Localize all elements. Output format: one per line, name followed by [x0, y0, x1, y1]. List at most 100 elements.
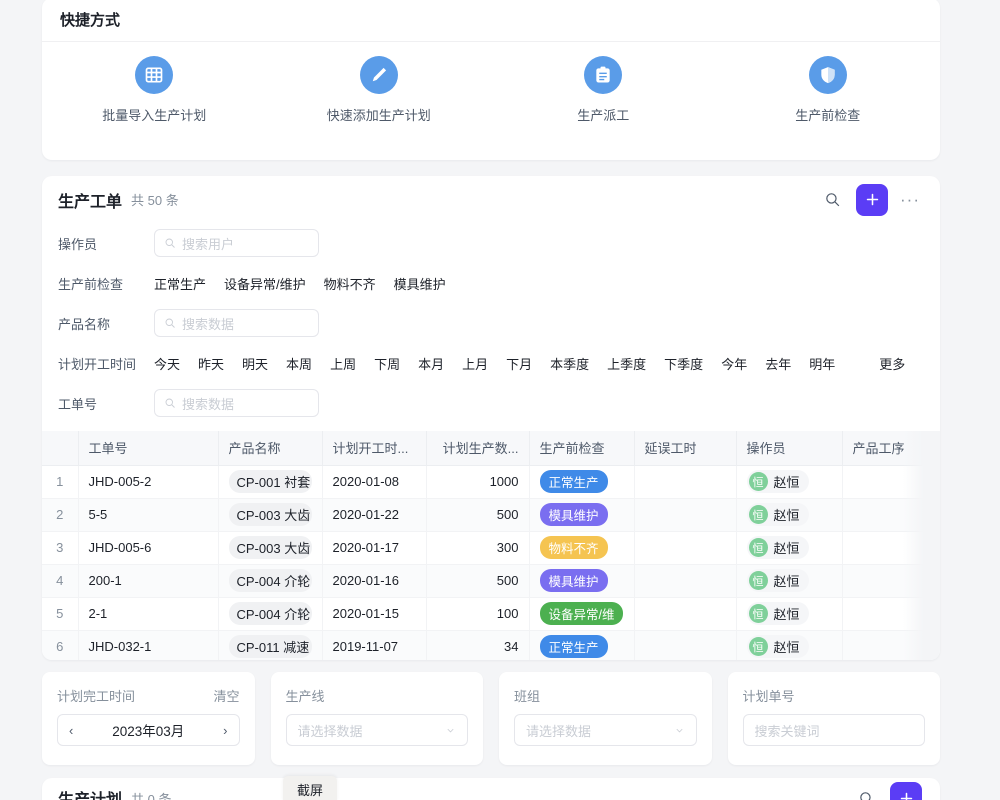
date-tag[interactable]: 明年 [809, 356, 836, 372]
add-work-order-button[interactable] [856, 183, 889, 216]
table-row[interactable]: 2 5-5 CP-003 大齿 2020-01-22 500 模具维护 恒赵恒 [42, 498, 940, 532]
shortcut-quick-add[interactable]: 快速添加生产计划 [267, 56, 492, 124]
column-header-index[interactable] [42, 431, 79, 466]
product-pill[interactable]: CP-011 减速 [228, 635, 312, 658]
date-tag[interactable]: 上月 [462, 356, 489, 372]
product-pill[interactable]: CP-003 大齿 [228, 536, 312, 559]
cell-wo-no[interactable]: JHD-032-1 [78, 630, 219, 660]
table-row[interactable]: 5 2-1 CP-004 介轮 2020-01-15 100 设备异常/维 恒赵恒 [42, 597, 940, 631]
filter-label-start-time: 计划开工时间 [58, 356, 137, 372]
chevron-down-icon [675, 728, 683, 732]
cell-delay [634, 531, 737, 565]
precheck-tag[interactable]: 物料不齐 [323, 276, 376, 292]
add-production-plan-button[interactable] [890, 782, 922, 800]
date-tag[interactable]: 今年 [721, 356, 748, 372]
cell-wo-no[interactable]: 2-1 [78, 597, 219, 631]
filter-finish-time: 计划完工时间 清空 ‹ 2023年03月 › [42, 672, 255, 765]
product-pill[interactable]: CP-001 衬套 [228, 470, 312, 493]
column-header-product[interactable]: 产品名称 [218, 431, 323, 466]
production-line-select[interactable]: 请选择数据 [285, 714, 468, 746]
product-pill[interactable]: CP-004 介轮 [228, 602, 312, 625]
operator-chip[interactable]: 恒赵恒 [746, 536, 809, 559]
shortcut-dispatch[interactable]: 生产派工 [491, 56, 716, 124]
filter-row-operator: 操作员 搜索用户 [42, 223, 940, 263]
status-badge[interactable]: 模具维护 [539, 503, 608, 526]
search-icon[interactable] [852, 784, 880, 800]
date-tag[interactable]: 去年 [765, 356, 792, 372]
date-tag[interactable]: 上季度 [607, 356, 647, 372]
operator-name: 赵恒 [773, 574, 800, 589]
operator-chip[interactable]: 恒赵恒 [746, 602, 809, 625]
product-search-input[interactable]: 搜索数据 [154, 309, 319, 337]
operator-search-input[interactable]: 搜索用户 [154, 229, 319, 257]
status-badge[interactable]: 正常生产 [539, 635, 608, 658]
plan-no-input[interactable]: 搜索关键词 [742, 714, 925, 746]
table-row[interactable]: 1 JHD-005-2 CP-001 衬套 2020-01-08 1000 正常生产 恒赵恒 [42, 465, 940, 499]
next-month-button[interactable]: › [223, 722, 228, 738]
column-header-precheck[interactable]: 生产前检查 [529, 431, 635, 466]
screenshot-button[interactable]: 截屏 [283, 776, 337, 800]
status-badge[interactable]: 设备异常/维 [539, 602, 624, 625]
cell-process [842, 531, 940, 565]
table-row[interactable]: 3 JHD-005-6 CP-003 大齿 2020-01-17 300 物料不齐 恒赵恒 [42, 531, 940, 565]
precheck-tag[interactable]: 正常生产 [154, 276, 207, 292]
operator-chip[interactable]: 恒赵恒 [746, 503, 809, 526]
precheck-tag[interactable]: 设备异常/维护 [224, 276, 306, 292]
row-index: 5 [42, 597, 79, 631]
work-order-table-wrapper[interactable]: 工单号 产品名称 计划开工时... 计划生产数... 生产前检查 延误工时 操作… [42, 431, 940, 660]
cell-wo-no[interactable]: JHD-005-6 [78, 531, 219, 565]
shortcut-label: 批量导入生产计划 [102, 108, 207, 123]
filter-label-precheck: 生产前检查 [58, 276, 124, 292]
operator-chip[interactable]: 恒赵恒 [746, 470, 809, 493]
operator-chip[interactable]: 恒赵恒 [746, 569, 809, 592]
column-header-start[interactable]: 计划开工时... [322, 431, 427, 466]
table-row[interactable]: 4 200-1 CP-004 介轮 2020-01-16 500 模具维护 恒赵恒 [42, 564, 940, 598]
date-tag[interactable]: 下季度 [664, 356, 704, 372]
date-tag[interactable]: 本周 [286, 356, 313, 372]
shortcut-batch-import[interactable]: 批量导入生产计划 [42, 56, 267, 124]
cell-precheck: 模具维护 [529, 564, 635, 598]
date-tag[interactable]: 下月 [506, 356, 533, 372]
month-value: 2023年03月 [112, 724, 185, 739]
cell-wo-no[interactable]: 5-5 [78, 498, 219, 532]
cell-wo-no[interactable]: 200-1 [78, 564, 219, 598]
column-header-qty[interactable]: 计划生产数... [426, 431, 530, 466]
work-order-table: 工单号 产品名称 计划开工时... 计划生产数... 生产前检查 延误工时 操作… [42, 431, 940, 660]
column-header-wo-no[interactable]: 工单号 [78, 431, 219, 466]
clear-button[interactable]: 清空 [213, 688, 240, 704]
status-badge[interactable]: 物料不齐 [539, 536, 608, 559]
date-filter-more[interactable]: 更多 [879, 356, 906, 372]
avatar: 恒 [748, 637, 768, 656]
date-tag[interactable]: 本月 [418, 356, 445, 372]
operator-chip[interactable]: 恒赵恒 [746, 635, 809, 658]
date-tag[interactable]: 本季度 [550, 356, 590, 372]
column-header-operator[interactable]: 操作员 [736, 431, 843, 466]
date-tag[interactable]: 明天 [242, 356, 269, 372]
prev-month-button[interactable]: ‹ [69, 722, 74, 738]
wo-no-search-input[interactable]: 搜索数据 [154, 389, 319, 417]
date-tag[interactable]: 今天 [154, 356, 181, 372]
product-placeholder: 搜索数据 [182, 316, 235, 332]
cell-start-date: 2020-01-17 [322, 531, 427, 565]
status-badge[interactable]: 正常生产 [539, 470, 608, 493]
precheck-tag[interactable]: 模具维护 [393, 276, 446, 292]
date-tag[interactable]: 昨天 [198, 356, 225, 372]
column-header-delay[interactable]: 延误工时 [634, 431, 737, 466]
cell-wo-no[interactable]: JHD-005-2 [78, 465, 219, 499]
shortcut-precheck[interactable]: 生产前检查 [716, 56, 941, 124]
operator-name: 赵恒 [773, 607, 800, 622]
shortcut-label: 生产前检查 [795, 108, 861, 123]
table-row[interactable]: 6 JHD-032-1 CP-011 减速 2019-11-07 34 正常生产 恒赵恒 [42, 630, 940, 660]
cell-product: CP-011 减速 [218, 630, 323, 660]
more-options-button[interactable]: ··· [900, 189, 920, 209]
search-icon[interactable] [818, 186, 846, 214]
column-header-process[interactable]: 产品工序 [842, 431, 940, 466]
team-select[interactable]: 请选择数据 [514, 714, 697, 746]
production-plan-card: 生产计划 共 0 条 [42, 778, 940, 800]
status-badge[interactable]: 模具维护 [539, 569, 608, 592]
date-tag[interactable]: 上周 [330, 356, 357, 372]
month-stepper[interactable]: ‹ 2023年03月 › [57, 714, 240, 746]
product-pill[interactable]: CP-004 介轮 [228, 569, 312, 592]
date-tag[interactable]: 下周 [374, 356, 401, 372]
product-pill[interactable]: CP-003 大齿 [228, 503, 312, 526]
